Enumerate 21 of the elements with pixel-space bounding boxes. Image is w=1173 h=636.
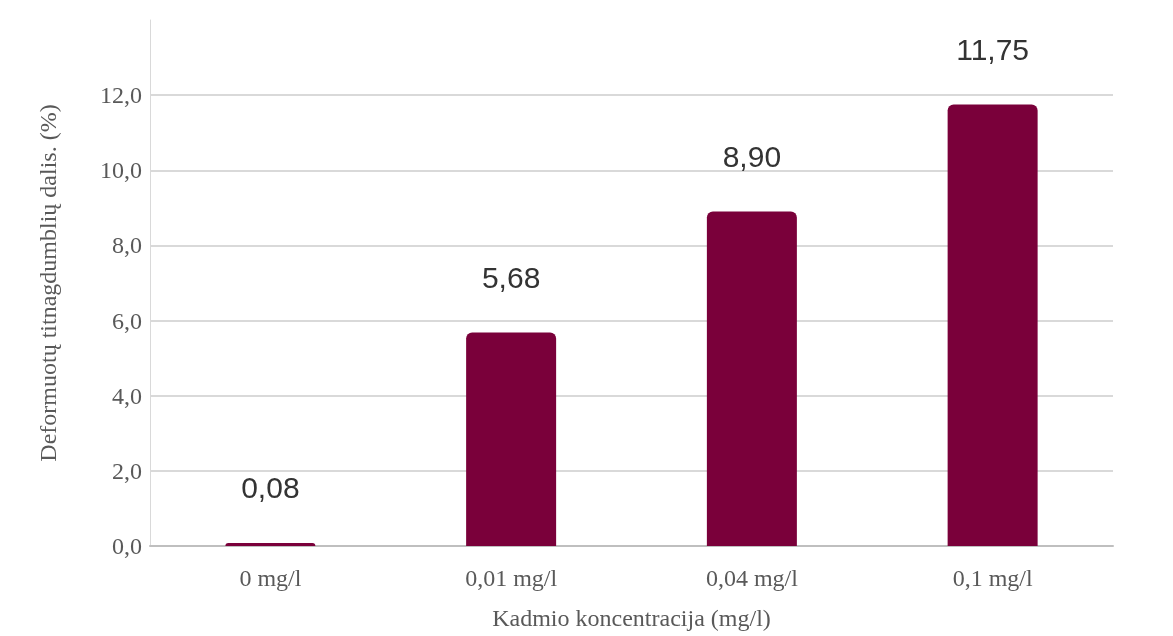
x-tick-label: 0,1 mg/l xyxy=(952,565,1033,591)
x-tick-label: 0,01 mg/l xyxy=(465,565,558,591)
x-tick-label: 0 mg/l xyxy=(239,565,302,591)
y-tick-label: 4,0 xyxy=(112,382,142,409)
y-tick-label: 10,0 xyxy=(100,157,142,184)
bar xyxy=(225,542,316,546)
y-tick-label: 2,0 xyxy=(112,457,142,484)
y-tick-label: 8,0 xyxy=(112,232,142,259)
bar xyxy=(466,332,557,546)
bar xyxy=(947,104,1038,546)
data-label: 11,75 xyxy=(956,33,1030,67)
y-tick-label: 0,0 xyxy=(112,533,142,559)
y-axis-title: Deformuotų titnagdumblių dalis. (%) xyxy=(35,104,61,462)
data-label: 8,90 xyxy=(722,140,782,174)
data-label: 0,08 xyxy=(241,471,300,505)
data-label: 5,68 xyxy=(481,261,541,295)
y-tick-label: 12,0 xyxy=(100,82,142,109)
x-tick-label: 0,04 mg/l xyxy=(705,565,799,591)
y-tick-label: 6,0 xyxy=(112,307,142,334)
bar xyxy=(706,211,797,546)
x-axis-title: Kadmio koncentracija (mg/l) xyxy=(492,605,771,631)
